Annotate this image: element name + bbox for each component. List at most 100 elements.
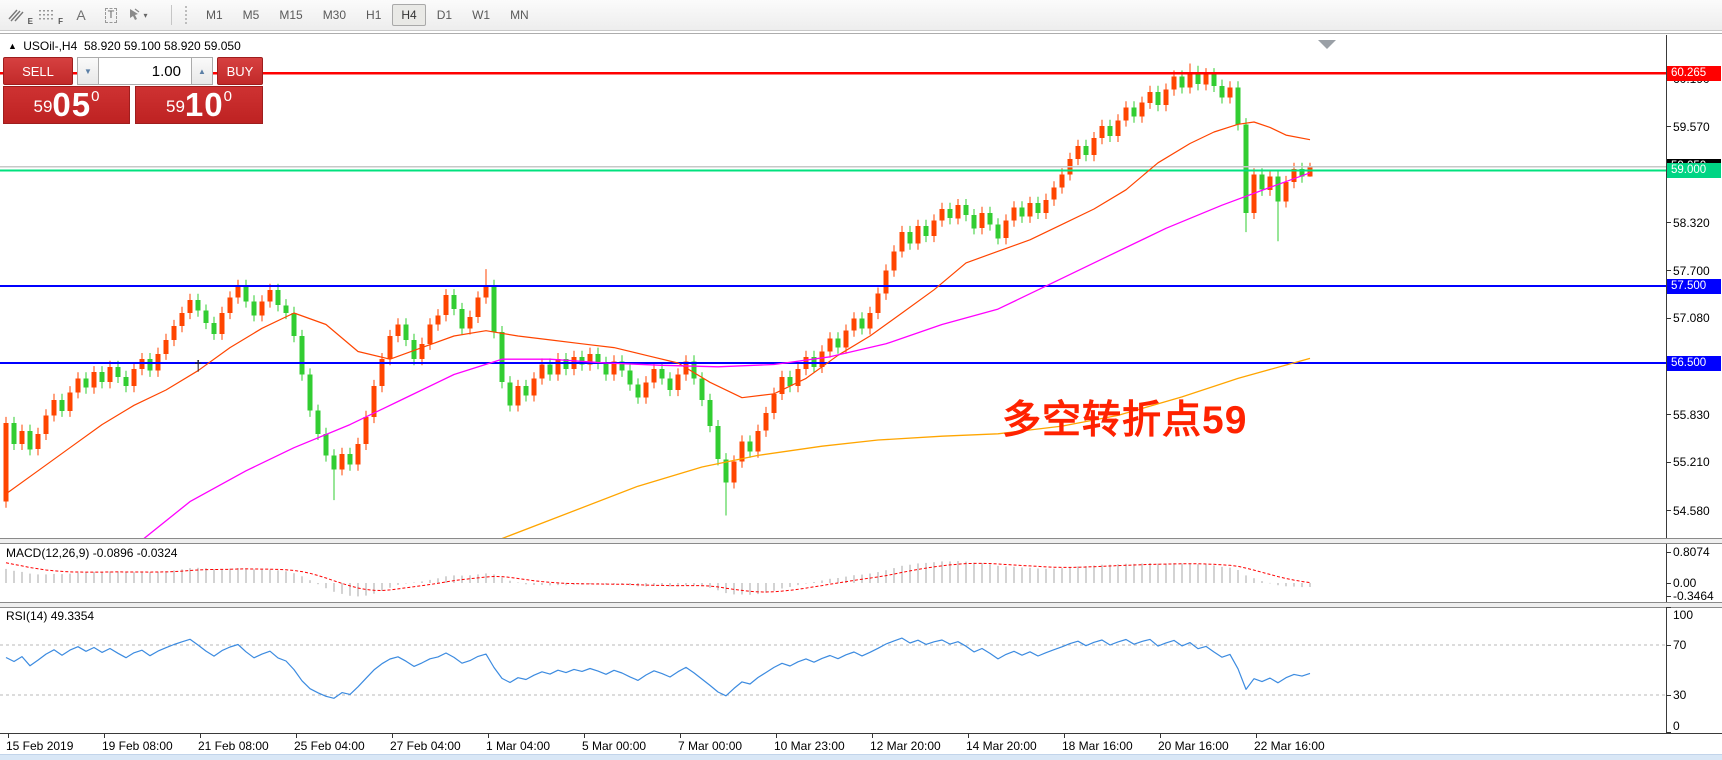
macd-histogram-bar xyxy=(677,583,679,587)
candle-bear xyxy=(115,366,121,377)
macd-histogram-bar xyxy=(101,572,103,583)
candle-bear xyxy=(323,433,329,456)
macd-tick-label: 0.8074 xyxy=(1673,545,1710,560)
candle-bear xyxy=(251,301,257,316)
macd-histogram-bar xyxy=(1157,563,1159,583)
pattern-stamp-icon[interactable]: E xyxy=(8,3,34,27)
candle-bull xyxy=(979,212,985,229)
buy-button[interactable]: BUY xyxy=(217,57,263,85)
macd-histogram-bar xyxy=(509,580,511,583)
candle-bear xyxy=(283,305,289,313)
timeframe-W1[interactable]: W1 xyxy=(472,8,491,22)
panel-splitter[interactable] xyxy=(0,602,1722,608)
price-badge-56.500: 56.500 xyxy=(1667,355,1721,371)
macd-histogram-bar xyxy=(853,575,855,583)
timeframe-H4[interactable]: H4 xyxy=(392,4,426,26)
timeframe-M15[interactable]: M15 xyxy=(279,8,303,22)
timeframe-MN[interactable]: MN xyxy=(510,8,529,22)
candle-bull xyxy=(1139,102,1145,117)
buy-price-button[interactable]: 59 10 0 xyxy=(135,86,263,124)
main-chart-area[interactable] xyxy=(0,35,1666,538)
macd-histogram-bar xyxy=(1197,564,1199,583)
macd-histogram-bar xyxy=(117,571,119,583)
timeframe-M1[interactable]: M1 xyxy=(206,8,223,22)
timeframe-D1[interactable]: D1 xyxy=(436,8,453,22)
time-tick xyxy=(776,734,777,738)
timeframe-M5[interactable]: M5 xyxy=(242,8,260,22)
timeframe-M30[interactable]: M30 xyxy=(322,8,347,22)
macd-histogram-bar xyxy=(605,583,607,585)
candle-bear xyxy=(315,410,321,434)
candle-bull xyxy=(1099,125,1105,139)
letter-t-glyph: T xyxy=(104,7,118,23)
macd-histogram-bar xyxy=(901,565,903,583)
chart-object-cross-marker: † xyxy=(194,358,203,375)
macd-histogram-bar xyxy=(765,583,767,593)
candle-bull xyxy=(875,293,881,313)
candle-bear xyxy=(491,286,497,333)
time-tick xyxy=(1256,734,1257,738)
macd-histogram-bar xyxy=(285,571,287,583)
rsi-tick-label: 30 xyxy=(1673,688,1687,702)
macd-histogram-bar xyxy=(181,569,183,583)
macd-histogram-bar xyxy=(69,573,71,583)
candle-bull xyxy=(179,313,185,327)
text-box-icon[interactable]: T xyxy=(98,3,124,27)
macd-histogram-bar xyxy=(1085,566,1087,583)
candle-bull xyxy=(43,415,49,434)
candle-bear xyxy=(331,455,337,470)
candle-bear xyxy=(563,359,569,370)
candle-bull xyxy=(371,386,377,417)
candle-bull xyxy=(483,286,489,298)
buy-price-sup: 0 xyxy=(223,88,232,105)
candle-bear xyxy=(659,369,665,379)
collapse-triangle-icon[interactable]: ▲ xyxy=(8,41,17,51)
volume-input[interactable] xyxy=(99,57,191,85)
macd-histogram-bar xyxy=(1269,582,1271,584)
volume-increase-button[interactable]: ▲ xyxy=(191,57,213,85)
rsi-panel-area[interactable] xyxy=(0,607,1666,733)
macd-histogram-bar xyxy=(373,583,375,594)
rsi-tick xyxy=(1666,732,1671,733)
candle-bear xyxy=(723,459,729,483)
macd-histogram-bar xyxy=(565,583,567,586)
panel-splitter[interactable] xyxy=(0,538,1722,544)
macd-histogram-bar xyxy=(1101,564,1103,583)
macd-histogram-bar xyxy=(629,583,631,586)
macd-histogram-bar xyxy=(165,571,167,583)
macd-histogram-bar xyxy=(1013,566,1015,583)
candle-bull xyxy=(1267,176,1273,190)
price-tick-label: 54.580 xyxy=(1673,503,1710,518)
sell-button[interactable]: SELL xyxy=(3,57,73,85)
macd-histogram-bar xyxy=(1285,583,1287,587)
grid-stamp-icon[interactable]: F xyxy=(38,3,64,27)
timeframe-H1[interactable]: H1 xyxy=(366,8,382,22)
text-a-icon[interactable]: A xyxy=(68,3,94,27)
macd-histogram-bar xyxy=(1109,564,1111,583)
candle-bull xyxy=(915,225,921,244)
candle-bear xyxy=(123,376,129,387)
macd-panel-area[interactable] xyxy=(0,544,1666,602)
volume-decrease-button[interactable]: ▼ xyxy=(77,57,99,85)
candle-bear xyxy=(499,332,505,383)
macd-histogram-bar xyxy=(933,562,935,583)
macd-histogram-bar xyxy=(1053,568,1055,583)
macd-histogram-bar xyxy=(429,579,431,583)
candle-bull xyxy=(131,369,137,387)
candle-bear xyxy=(203,310,209,323)
macd-histogram-bar xyxy=(1213,565,1215,583)
candle-bull xyxy=(539,364,545,379)
rsi-tick xyxy=(1666,694,1671,696)
macd-histogram-bar xyxy=(1005,566,1007,583)
cursor-select-icon[interactable]: ▾ xyxy=(128,3,162,27)
macd-histogram-bar xyxy=(685,583,687,586)
sell-price-button[interactable]: 59 05 0 xyxy=(3,86,130,124)
macd-name: MACD(12,26,9) xyxy=(6,546,90,560)
candle-bear xyxy=(947,209,953,219)
candle-bull xyxy=(1147,92,1153,103)
macd-histogram-bar xyxy=(517,582,519,583)
time-tick xyxy=(200,734,201,738)
candle-bear xyxy=(1019,207,1025,217)
rsi-tick xyxy=(1666,607,1671,608)
candle-bull xyxy=(531,378,537,396)
